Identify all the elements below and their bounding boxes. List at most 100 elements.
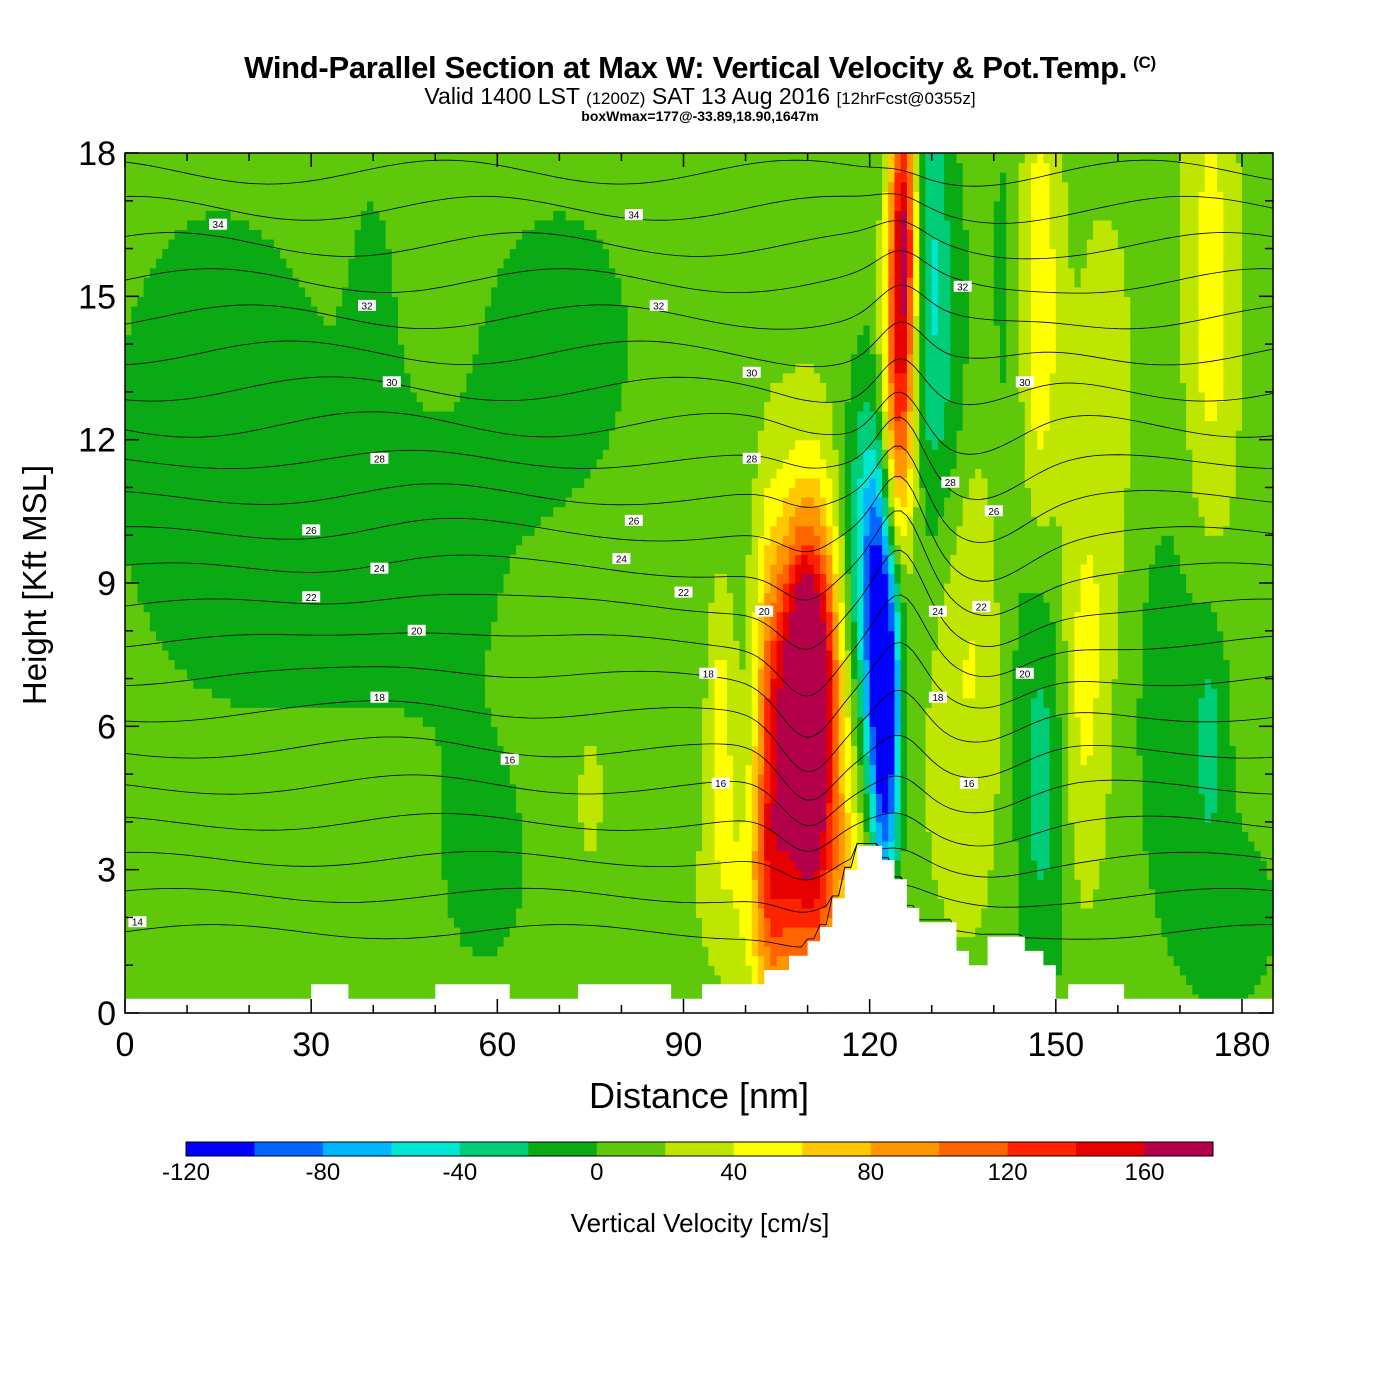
velocity-cell — [1093, 707, 1113, 718]
velocity-cell — [398, 325, 480, 336]
velocity-cell — [1093, 229, 1119, 240]
velocity-cell — [125, 745, 443, 756]
velocity-cell — [826, 458, 840, 469]
velocity-cell — [1241, 267, 1274, 278]
velocity-cell — [491, 630, 709, 641]
velocity-cell — [844, 439, 858, 450]
velocity-cell — [882, 468, 889, 479]
velocity-cell — [1030, 697, 1044, 708]
colorbar-swatch — [665, 1142, 735, 1156]
velocity-cell — [1049, 172, 1063, 183]
velocity-cell — [857, 621, 865, 632]
velocity-cell — [863, 468, 883, 479]
velocity-cell — [1235, 430, 1274, 441]
velocity-cell — [1198, 372, 1224, 383]
velocity-cell — [764, 516, 778, 527]
velocity-cell — [714, 697, 728, 708]
velocity-cell — [851, 774, 858, 785]
velocity-cell — [125, 363, 405, 374]
velocity-cell — [1018, 277, 1032, 288]
velocity-cell — [1012, 821, 1032, 833]
velocity-cell — [962, 688, 976, 699]
velocity-cell — [1136, 707, 1200, 718]
velocity-cell — [999, 659, 1013, 670]
velocity-cell — [882, 172, 889, 183]
velocity-cell — [820, 888, 827, 899]
velocity-cell — [1049, 210, 1069, 221]
velocity-cell — [913, 449, 920, 460]
velocity-cell — [832, 611, 840, 622]
velocity-cell — [503, 755, 585, 766]
velocity-cell — [1018, 621, 1057, 632]
velocity-cell — [1062, 764, 1069, 775]
velocity-cell — [1117, 669, 1144, 680]
velocity-cell — [875, 735, 896, 747]
x-tick-label: 90 — [665, 1026, 703, 1064]
velocity-cell — [950, 286, 970, 297]
colorbar-swatch — [1007, 1142, 1077, 1156]
velocity-cell — [844, 458, 852, 469]
velocity-cell — [820, 516, 827, 527]
velocity-cell — [757, 573, 765, 584]
velocity-cell — [888, 783, 896, 794]
isentrope-line — [124, 843, 1274, 881]
velocity-cell — [913, 286, 920, 297]
velocity-cell — [869, 602, 889, 613]
isentrope-label: 30 — [1015, 376, 1034, 389]
velocity-cell — [733, 898, 753, 909]
velocity-cell — [900, 153, 908, 164]
velocity-cell — [782, 630, 790, 641]
velocity-cell — [869, 755, 877, 766]
velocity-cell — [999, 344, 1007, 355]
velocity-cell — [888, 401, 896, 412]
velocity-cell — [125, 372, 412, 383]
velocity-cell — [931, 305, 939, 317]
velocity-cell — [1204, 411, 1218, 422]
velocity-cell — [975, 678, 1001, 689]
velocity-cell — [584, 831, 598, 842]
velocity-cell — [1049, 783, 1063, 794]
isentrope-label-text: 32 — [957, 282, 969, 293]
velocity-cell — [888, 258, 896, 269]
velocity-cell — [1062, 602, 1082, 613]
velocity-cell — [745, 774, 753, 785]
velocity-cell — [1049, 391, 1131, 403]
velocity-cell — [844, 573, 852, 584]
velocity-cell — [733, 812, 747, 823]
velocity-cell — [919, 267, 927, 278]
velocity-cell — [1198, 745, 1218, 756]
velocity-cell — [838, 860, 846, 871]
velocity-cell — [857, 697, 865, 708]
velocity-cell — [851, 793, 858, 804]
x-tick-label: 150 — [1027, 1026, 1084, 1064]
velocity-cell — [1198, 506, 1231, 517]
velocity-cell — [894, 430, 908, 441]
velocity-cell — [851, 841, 858, 852]
velocity-cell — [1241, 286, 1274, 297]
velocity-cell — [925, 229, 951, 240]
velocity-cell — [1198, 353, 1224, 364]
velocity-cell — [900, 411, 908, 422]
velocity-cell — [820, 487, 834, 498]
velocity-cell — [1198, 764, 1218, 775]
velocity-cell — [1018, 927, 1063, 938]
velocity-cell — [937, 325, 951, 336]
velocity-cell — [1198, 334, 1224, 345]
velocity-cell — [851, 707, 858, 718]
velocity-cell — [708, 649, 740, 661]
velocity-cell — [826, 821, 834, 833]
velocity-cell — [491, 640, 709, 651]
velocity-cell — [968, 353, 1001, 364]
velocity-cell — [1235, 755, 1274, 766]
velocity-cell — [1155, 907, 1274, 919]
velocity-cell — [937, 640, 970, 651]
velocity-cell — [1006, 344, 1020, 355]
velocity-cell — [764, 907, 821, 919]
velocity-cell — [894, 745, 902, 756]
velocity-cell — [1229, 669, 1274, 680]
velocity-cell — [770, 860, 796, 871]
velocity-cell — [770, 927, 784, 938]
velocity-cell — [770, 678, 784, 689]
velocity-cell — [925, 525, 939, 536]
velocity-cell — [1068, 258, 1088, 269]
